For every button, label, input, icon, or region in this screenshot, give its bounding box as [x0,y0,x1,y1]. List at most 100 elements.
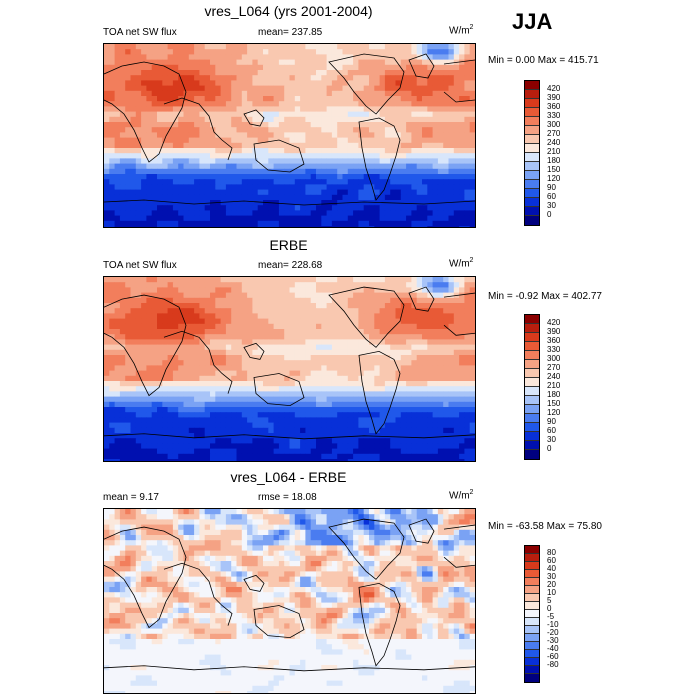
colorbar-swatch [525,144,539,153]
panel-title: vres_L064 - ERBE [230,469,347,485]
colorbar-swatch [525,602,539,610]
colorbar-tick-label: -5 [547,612,555,621]
colorbar-swatch [525,594,539,602]
colorbar-tick-label: 360 [547,102,561,111]
colorbar-tick-label: 180 [547,156,561,165]
colorbar-tick-label: 360 [547,336,561,345]
colorbar-swatch [525,414,539,423]
colorbar-swatch [525,450,539,459]
colorbar-swatch [525,546,539,554]
colorbar-tick-label: 20 [547,580,556,589]
coastline [104,294,187,397]
colorbar-tick-label: 330 [547,345,561,354]
colorbar-swatch [525,117,539,126]
coastline [408,518,435,544]
colorbar-obs [524,314,540,460]
panel-title: vres_L064 (yrs 2001-2004) [204,3,373,19]
coastline [358,582,401,667]
coastline [104,665,475,672]
colorbar-swatch [525,315,539,324]
colorbar-tick-label: 60 [547,192,556,201]
colorbar-swatch [525,369,539,378]
coastline [443,59,475,103]
diff-mean-label: mean = 9.17 [103,492,159,503]
mean-label: mean= 228.68 [258,260,323,271]
colorbar-swatch [525,207,539,216]
colorbar-swatch [525,333,539,342]
colorbar-swatch [525,378,539,387]
colorbar-tick-label: -20 [547,628,559,637]
field-cells [104,509,475,693]
colorbar-tick-label: 80 [547,548,556,557]
colorbar-swatch [525,634,539,642]
colorbar-swatch [525,610,539,618]
colorbar-tick-label: -60 [547,652,559,661]
colorbar-tick-label: 40 [547,564,556,573]
colorbar-tick-label: 420 [547,84,561,93]
colorbar-tick-label: 390 [547,327,561,336]
colorbar-tick-label: 150 [547,165,561,174]
colorbar-swatch [525,135,539,144]
map-panel-diff [103,508,476,694]
colorbar-tick-label: 90 [547,183,556,192]
variable-label: TOA net SW flux [103,260,177,271]
coastline [443,292,475,336]
panel-title: ERBE [269,237,308,253]
rmse-label: rmse = 18.08 [258,492,317,503]
units-label: W/m2 [449,257,474,270]
season-label: JJA [512,9,553,34]
colorbar-tick-label: 0 [547,210,552,219]
units-label: W/m2 [449,24,474,37]
colorbar-swatch [525,618,539,626]
colorbar-tick-label: 60 [547,426,556,435]
colorbar-tick-label: 300 [547,120,561,129]
colorbar-tick-label: 5 [547,596,552,605]
colorbar-tick-label: 240 [547,372,561,381]
colorbar-swatch [525,99,539,108]
coastline [163,97,233,161]
colorbar-tick-label: 120 [547,174,561,183]
colorbar-tick-label: 30 [547,435,556,444]
colorbar-diff [524,545,540,683]
colorbar-tick-label: 30 [547,201,556,210]
colorbar-swatch [525,674,539,682]
colorbar-model [524,80,540,226]
mean-label: mean= 237.85 [258,27,323,38]
coastline [328,53,405,115]
colorbar-tick-label: 10 [547,588,556,597]
coastline [104,199,475,206]
colorbar-swatch [525,642,539,650]
colorbar-tick-label: 390 [547,93,561,102]
colorbar-tick-label: 150 [547,399,561,408]
colorbar-swatch [525,586,539,594]
colorbar-swatch [525,360,539,369]
colorbar-swatch [525,423,539,432]
field-cells [104,44,475,227]
coastline [253,605,305,639]
colorbar-swatch [525,554,539,562]
colorbar-tick-label: 420 [547,318,561,327]
colorbar-swatch [525,658,539,666]
colorbar-tick-label: -30 [547,636,559,645]
colorbar-swatch [525,126,539,135]
colorbar-swatch [525,198,539,207]
coastline [358,117,401,201]
colorbar-swatch [525,81,539,90]
coastline [163,330,233,394]
colorbar-swatch [525,562,539,570]
coastline [253,139,305,173]
colorbar-swatch [525,108,539,117]
colorbar-swatch [525,666,539,674]
colorbar-swatch [525,387,539,396]
colorbar-tick-label: 240 [547,138,561,147]
coastline [328,518,405,580]
colorbar-tick-label: 60 [547,556,556,565]
colorbar-tick-label: 210 [547,147,561,156]
coastline [408,53,435,79]
colorbar-swatch [525,324,539,333]
colorbar-tick-label: 90 [547,417,556,426]
colorbar-swatch [525,153,539,162]
colorbar-tick-label: 210 [547,381,561,390]
units-label: W/m2 [449,489,474,502]
colorbar-tick-label: -10 [547,620,559,629]
